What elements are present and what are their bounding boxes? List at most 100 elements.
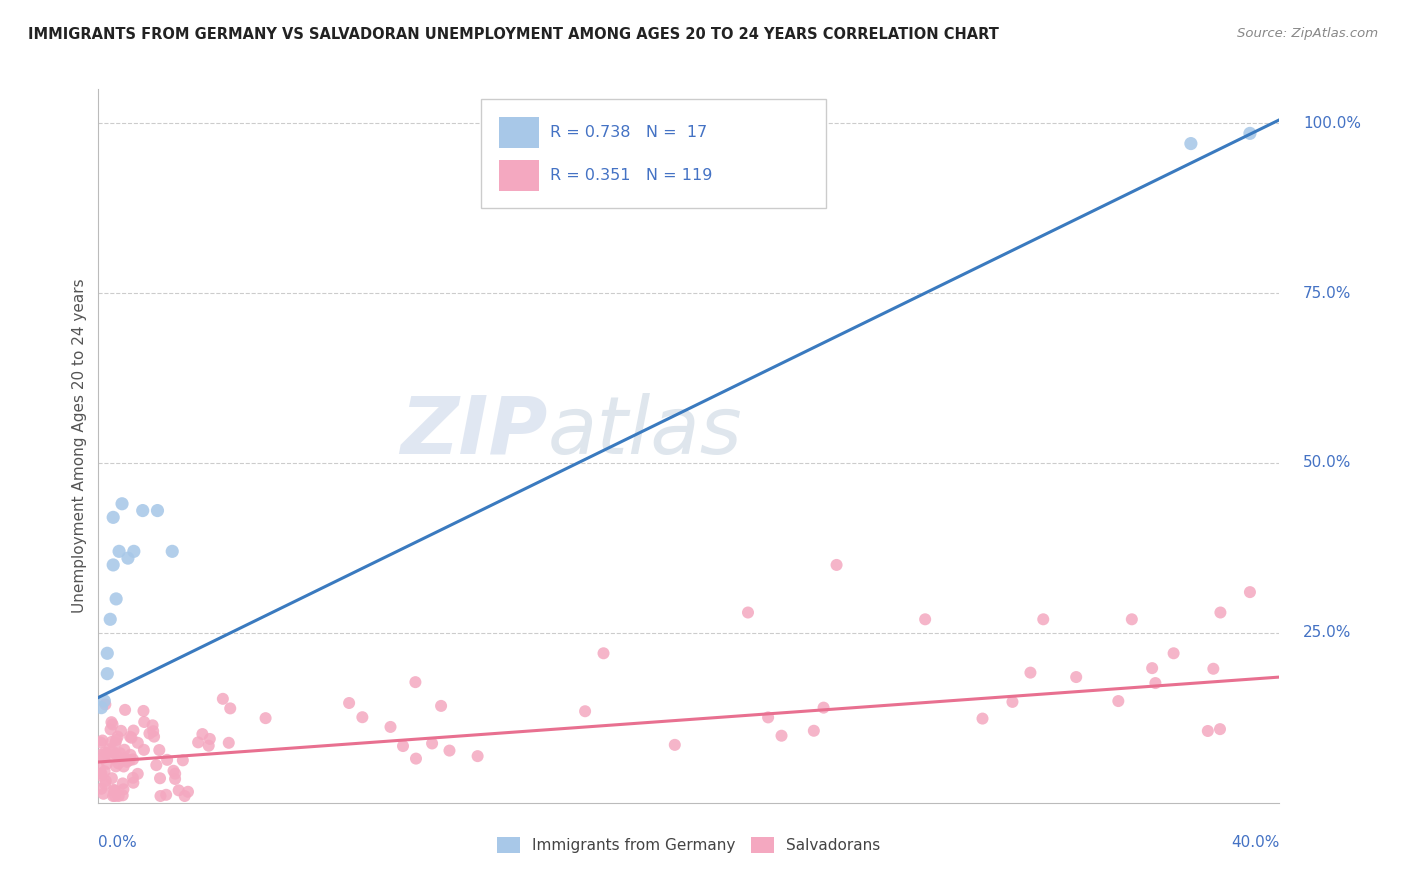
Point: [122, 771, 145, 785]
Y-axis label: Unemployment Among Ages 20 to 24 years: Unemployment Among Ages 20 to 24 years: [72, 278, 87, 614]
Point: [803, 723, 825, 738]
Point: [218, 736, 240, 750]
Point: [103, 751, 125, 765]
Point: [380, 720, 402, 734]
Text: R = 0.738   N =  17: R = 0.738 N = 17: [550, 125, 707, 140]
Point: [122, 544, 145, 558]
Point: [430, 698, 453, 713]
Point: [162, 764, 184, 778]
Point: [187, 735, 209, 749]
Point: [122, 723, 145, 738]
Point: [107, 730, 129, 744]
Text: Source: ZipAtlas.com: Source: ZipAtlas.com: [1237, 27, 1378, 40]
Point: [120, 747, 142, 762]
Point: [155, 788, 177, 802]
Point: [1140, 661, 1163, 675]
Point: [117, 551, 139, 566]
Point: [972, 712, 994, 726]
Point: [96, 666, 118, 681]
Point: [104, 783, 127, 797]
Point: [91, 733, 114, 747]
Point: [94, 777, 117, 791]
Point: [101, 717, 124, 731]
Point: [110, 723, 132, 738]
Point: [98, 742, 121, 756]
Point: [127, 767, 149, 781]
Point: [664, 738, 686, 752]
Point: [90, 700, 112, 714]
Point: [1121, 612, 1143, 626]
Point: [98, 612, 121, 626]
Point: [122, 752, 145, 766]
Point: [173, 789, 195, 803]
Point: [103, 510, 125, 524]
Point: [122, 775, 145, 789]
Point: [90, 766, 112, 780]
Point: [143, 730, 166, 744]
Point: [132, 704, 155, 718]
Point: [111, 497, 134, 511]
Text: 25.0%: 25.0%: [1303, 625, 1351, 640]
Point: [1032, 612, 1054, 626]
Point: [120, 730, 142, 744]
Point: [112, 782, 135, 797]
Point: [114, 752, 136, 766]
Point: [146, 503, 169, 517]
Point: [100, 715, 122, 730]
Point: [337, 696, 360, 710]
Point: [89, 762, 111, 776]
Point: [103, 782, 125, 797]
Point: [112, 759, 135, 773]
Point: [198, 731, 221, 746]
Point: [105, 733, 128, 747]
Point: [1064, 670, 1087, 684]
Point: [104, 736, 127, 750]
Point: [103, 558, 125, 572]
Point: [107, 756, 129, 771]
Point: [592, 646, 614, 660]
Point: [162, 544, 183, 558]
Point: [1239, 585, 1261, 599]
Point: [90, 747, 112, 762]
Point: [100, 735, 122, 749]
Point: [197, 739, 219, 753]
Point: [254, 711, 277, 725]
Point: [104, 759, 127, 773]
Point: [1144, 676, 1167, 690]
Point: [96, 756, 118, 771]
Point: [191, 727, 214, 741]
Point: [138, 726, 160, 740]
Point: [108, 544, 131, 558]
Point: [756, 710, 779, 724]
Point: [96, 646, 118, 660]
Point: [114, 703, 136, 717]
Text: 50.0%: 50.0%: [1303, 456, 1351, 470]
Point: [1180, 136, 1202, 151]
Point: [1202, 662, 1225, 676]
Point: [156, 753, 179, 767]
Text: IMMIGRANTS FROM GERMANY VS SALVADORAN UNEMPLOYMENT AMONG AGES 20 TO 24 YEARS COR: IMMIGRANTS FROM GERMANY VS SALVADORAN UN…: [28, 27, 1000, 42]
Point: [142, 724, 165, 739]
Point: [132, 503, 155, 517]
Point: [93, 764, 115, 779]
Point: [165, 766, 187, 780]
Point: [149, 771, 172, 785]
Point: [770, 729, 793, 743]
Point: [94, 773, 117, 788]
Point: [172, 753, 194, 767]
Point: [107, 789, 129, 803]
Point: [405, 751, 427, 765]
Point: [100, 723, 122, 737]
Point: [93, 694, 115, 708]
Point: [145, 758, 167, 772]
Point: [115, 755, 138, 769]
Point: [111, 776, 134, 790]
Text: ZIP: ZIP: [399, 392, 547, 471]
Point: [148, 743, 170, 757]
Point: [127, 736, 149, 750]
Text: R = 0.351   N = 119: R = 0.351 N = 119: [550, 169, 713, 183]
Point: [93, 787, 115, 801]
Text: 0.0%: 0.0%: [98, 835, 138, 850]
Point: [404, 675, 426, 690]
Point: [142, 718, 165, 732]
